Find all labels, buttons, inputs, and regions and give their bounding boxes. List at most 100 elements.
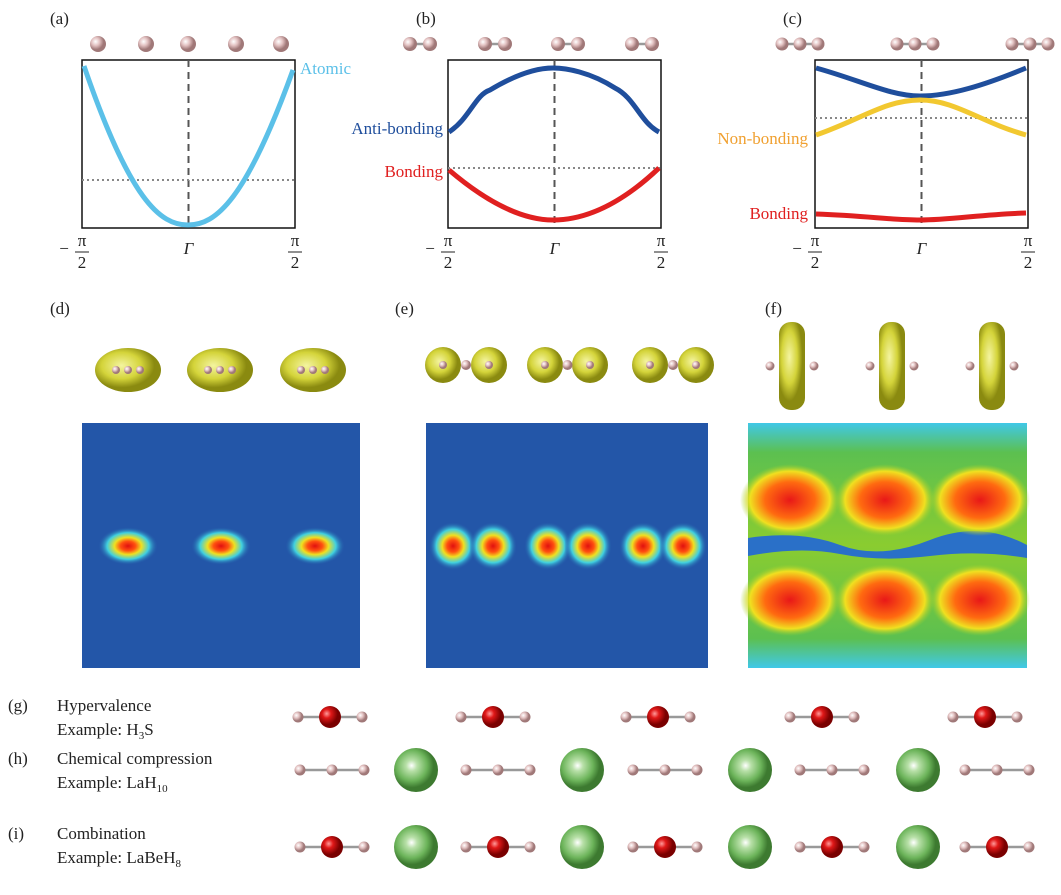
atom bbox=[394, 748, 438, 792]
atom bbox=[785, 712, 796, 723]
density-peak bbox=[835, 564, 935, 636]
atom bbox=[204, 366, 212, 374]
tick-denominator: 2 bbox=[291, 253, 300, 272]
atom bbox=[1042, 38, 1055, 51]
row-label: (h) bbox=[8, 749, 28, 768]
atom bbox=[794, 38, 807, 51]
atom bbox=[309, 366, 317, 374]
isosurface bbox=[979, 322, 1005, 410]
band-label: Non-bonding bbox=[717, 129, 808, 148]
atom bbox=[654, 836, 676, 858]
tick-sign: − bbox=[59, 239, 69, 258]
tick-sign: − bbox=[425, 239, 435, 258]
atom bbox=[273, 36, 289, 52]
atom bbox=[927, 38, 940, 51]
density-peak bbox=[469, 522, 517, 570]
atom bbox=[1010, 362, 1019, 371]
atom bbox=[138, 36, 154, 52]
atom bbox=[685, 712, 696, 723]
isosurface bbox=[779, 322, 805, 410]
example-prefix: Example: bbox=[57, 720, 126, 739]
formula-part: S bbox=[144, 720, 153, 739]
atom bbox=[948, 712, 959, 723]
atom bbox=[827, 765, 838, 776]
tick-denominator: 2 bbox=[1024, 253, 1033, 272]
atom bbox=[859, 765, 870, 776]
atom bbox=[728, 825, 772, 869]
atom bbox=[795, 842, 806, 853]
panel-label: (a) bbox=[50, 9, 69, 28]
atom bbox=[461, 360, 471, 370]
panel-label: (c) bbox=[783, 9, 802, 28]
atom bbox=[525, 765, 536, 776]
tick-numerator: π bbox=[291, 231, 300, 250]
atom bbox=[485, 361, 493, 369]
atom bbox=[439, 361, 447, 369]
atom bbox=[896, 825, 940, 869]
atom bbox=[692, 765, 703, 776]
atom bbox=[692, 361, 700, 369]
atom bbox=[403, 37, 417, 51]
atom bbox=[487, 836, 509, 858]
tick-gamma: Γ bbox=[916, 239, 928, 258]
row-label: (i) bbox=[8, 824, 24, 843]
band-label: Atomic bbox=[300, 59, 351, 78]
formula-part: LaBeH bbox=[126, 848, 175, 867]
atom bbox=[493, 765, 504, 776]
row-title: Combination bbox=[57, 824, 146, 843]
example-prefix: Example: bbox=[57, 773, 126, 792]
density-peak bbox=[740, 464, 840, 536]
atom bbox=[1024, 38, 1037, 51]
atom bbox=[992, 765, 1003, 776]
density-peak bbox=[98, 527, 158, 565]
atom bbox=[295, 765, 306, 776]
atom bbox=[866, 362, 875, 371]
atom bbox=[571, 37, 585, 51]
atom bbox=[910, 362, 919, 371]
density-peak bbox=[564, 522, 612, 570]
atom bbox=[327, 765, 338, 776]
atom bbox=[551, 37, 565, 51]
row-example: Example: LaBeH8 bbox=[57, 848, 182, 870]
row-title: Hypervalence bbox=[57, 696, 151, 715]
density-peak bbox=[285, 527, 345, 565]
panel-label: (d) bbox=[50, 299, 70, 318]
atom bbox=[112, 366, 120, 374]
density-peak bbox=[930, 564, 1030, 636]
example-prefix: Example: bbox=[57, 848, 126, 867]
atom bbox=[966, 362, 975, 371]
atom bbox=[628, 765, 639, 776]
atom bbox=[520, 712, 531, 723]
atom bbox=[909, 38, 922, 51]
atom bbox=[812, 38, 825, 51]
atom bbox=[482, 706, 504, 728]
formula-part: H bbox=[126, 720, 138, 739]
atom bbox=[461, 765, 472, 776]
subscript: 10 bbox=[157, 783, 169, 795]
atom bbox=[319, 706, 341, 728]
panel-label: (e) bbox=[395, 299, 414, 318]
atom bbox=[625, 37, 639, 51]
atom bbox=[228, 366, 236, 374]
atom bbox=[776, 38, 789, 51]
atom bbox=[645, 37, 659, 51]
atom bbox=[891, 38, 904, 51]
atom bbox=[359, 765, 370, 776]
tick-denominator: 2 bbox=[444, 253, 453, 272]
atom bbox=[821, 836, 843, 858]
row-label: (g) bbox=[8, 696, 28, 715]
atom bbox=[628, 842, 639, 853]
atom bbox=[859, 842, 870, 853]
atom bbox=[498, 37, 512, 51]
atom bbox=[728, 748, 772, 792]
density-peak bbox=[930, 464, 1030, 536]
tick-numerator: π bbox=[78, 231, 87, 250]
tick-numerator: π bbox=[1024, 231, 1033, 250]
atom bbox=[795, 765, 806, 776]
atom bbox=[646, 361, 654, 369]
atom bbox=[295, 842, 306, 853]
density-peak bbox=[191, 527, 251, 565]
atom bbox=[560, 748, 604, 792]
atom bbox=[216, 366, 224, 374]
atom bbox=[849, 712, 860, 723]
